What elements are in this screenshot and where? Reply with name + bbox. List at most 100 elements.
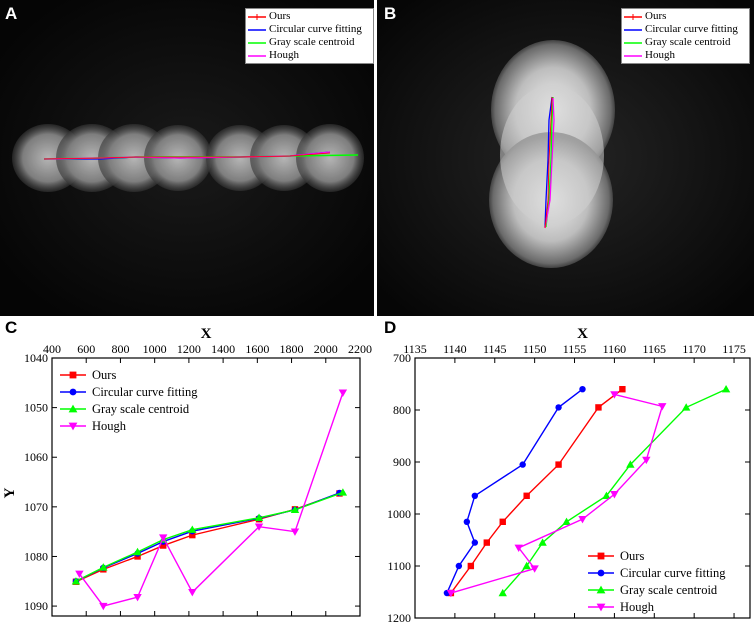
chart-c-xtick-label: 2200 [348,342,372,356]
chart-d-data-point [530,565,539,573]
chart-c-series-line [75,492,340,582]
chart-c-data-point [71,577,81,585]
legend-row-circular: Circular curve fitting [248,23,370,36]
chart-d-xtick-label: 1160 [603,342,627,356]
chart-d-data-point [721,385,731,393]
chart-c-data-point [159,534,168,542]
chart-d-data-point [523,492,530,499]
chart-c-data-point [188,588,197,597]
legend-label-ours: Ours [269,10,291,22]
chart-d-data-point [626,460,635,468]
chart-d-series-0 [447,386,626,597]
chart-d-data-point [463,518,471,525]
panel-a-label: A [5,4,18,23]
legend-row-circular: Circular curve fitting [624,23,746,36]
chart-d-ytick-label: 1200 [387,611,411,622]
chart-c: 400 600 800 1000 1200 1400 1600 1800 2000 2200 104… [2,326,372,617]
chart-d-data-point [455,562,463,570]
chart-c-data-point [133,547,142,556]
chart-c-data-point [338,389,348,397]
chart-c-xtick-label: 400 [43,342,61,356]
chart-d-xtick-label: 1155 [563,342,587,356]
chart-d-xtick-label: 1145 [483,342,507,356]
legend-row-gray: Gray scale centroid [624,36,746,49]
legend-row-ours: Ours [624,10,746,23]
chart-c-data-point [160,542,167,549]
chart-d-data-point [555,404,562,411]
chart-c-series-1 [72,489,343,585]
chart-c-series-2 [71,488,348,585]
chart-d-legend-label: Ours [620,549,644,563]
panel-a-legend: Ours Circular curve fitting Gray scale c… [245,8,374,64]
chart-c-xtick-label: 1400 [211,342,235,356]
chart-d-ytick-label: 700 [393,351,411,365]
chart-c-ytick-label: 1040 [24,351,48,365]
panel-c-label: C [5,318,18,337]
chart-d-xtick-label: 1150 [523,342,547,356]
chart-c-legend-marker [69,371,77,379]
legend-label-gray: Gray scale centroid [269,36,355,48]
chart-d-data-point [610,391,619,399]
chart-d-data-point [471,539,479,546]
chart-d-data-point [499,518,506,525]
chart-d-data-point [658,403,667,411]
chart-c-data-point [254,513,264,521]
chart-c-ytick-label: 1050 [24,401,48,415]
legend-label-hough: Hough [645,49,675,61]
chart-d-data-point [483,539,490,546]
chart-d-legend-marker [597,552,605,560]
chart-d-data-point [595,404,602,411]
panel-b-photo [377,0,754,316]
legend-row-ours: Ours [248,10,370,23]
chart-d-legend-marker [596,603,606,612]
chart-d-ytick-label: 1000 [387,507,411,521]
chart-d-xtick-label: 1165 [643,342,667,356]
chart-d-xtick-label: 1135 [403,342,427,356]
chart-d-frame [414,357,751,619]
chart-c-xtick-label: 800 [111,342,129,356]
chart-d-data-point [522,561,531,570]
chart-d-data-point [555,461,562,468]
chart-d-data-point [681,403,691,411]
chart-d-data-point [446,589,456,598]
chart-d-data-point [471,492,479,499]
chart-d-series-3 [446,391,667,598]
chart-c-ytick-label: 1060 [24,450,48,464]
chart-c-data-point [338,488,348,496]
chart-c-series-0 [72,490,343,585]
chart-d-data-point [498,588,507,597]
chart-d-series-1 [443,386,586,597]
chart-d-legend-label: Gray scale centroid [620,583,718,597]
chart-d-xtick-label: 1140 [443,342,467,356]
chart-d-data-point [538,538,547,546]
chart-c-series-3 [75,389,348,611]
chart-c-xlabel: X [201,326,212,342]
chart-c-legend-label: Gray scale centroid [92,402,190,416]
chart-c-data-point [133,593,142,602]
chart-d-data-point [642,456,651,465]
chart-d-ytick-label: 800 [393,403,411,417]
chart-d-data-point [578,516,587,524]
chart-c-ytick-label: 1080 [24,549,48,563]
chart-c-xtick-label: 1600 [245,342,269,356]
chart-c-xtick-label: 1000 [143,342,167,356]
chart-d-legend-marker [597,569,605,577]
chart-c-data-point [188,525,197,533]
chart-c-xtick-label: 1200 [177,342,201,356]
panel-d-label: D [384,318,397,337]
chart-d-xtick-label: 1170 [682,342,706,356]
legend-row-hough: Hough [624,49,746,62]
chart-c-legend-marker [68,404,78,413]
chart-d: 1135 1140 1145 1150 1155 1160 1165 1170 1175 700 8… [377,326,751,622]
chart-c-xtick-label: 1800 [280,342,304,356]
legend-label-circular: Circular curve fitting [269,23,362,35]
chart-c-series-line [78,392,344,607]
chart-d-series-line [450,388,623,594]
chart-d-data-point [467,562,475,570]
chart-d-legend-marker [596,585,606,594]
chart-d-legend-label: Circular curve fitting [620,566,726,580]
chart-d-ytick-label: 900 [393,455,411,469]
chart-d-data-point [579,386,586,393]
legend-label-circular: Circular curve fitting [645,23,738,35]
chart-c-series-line [75,492,340,583]
